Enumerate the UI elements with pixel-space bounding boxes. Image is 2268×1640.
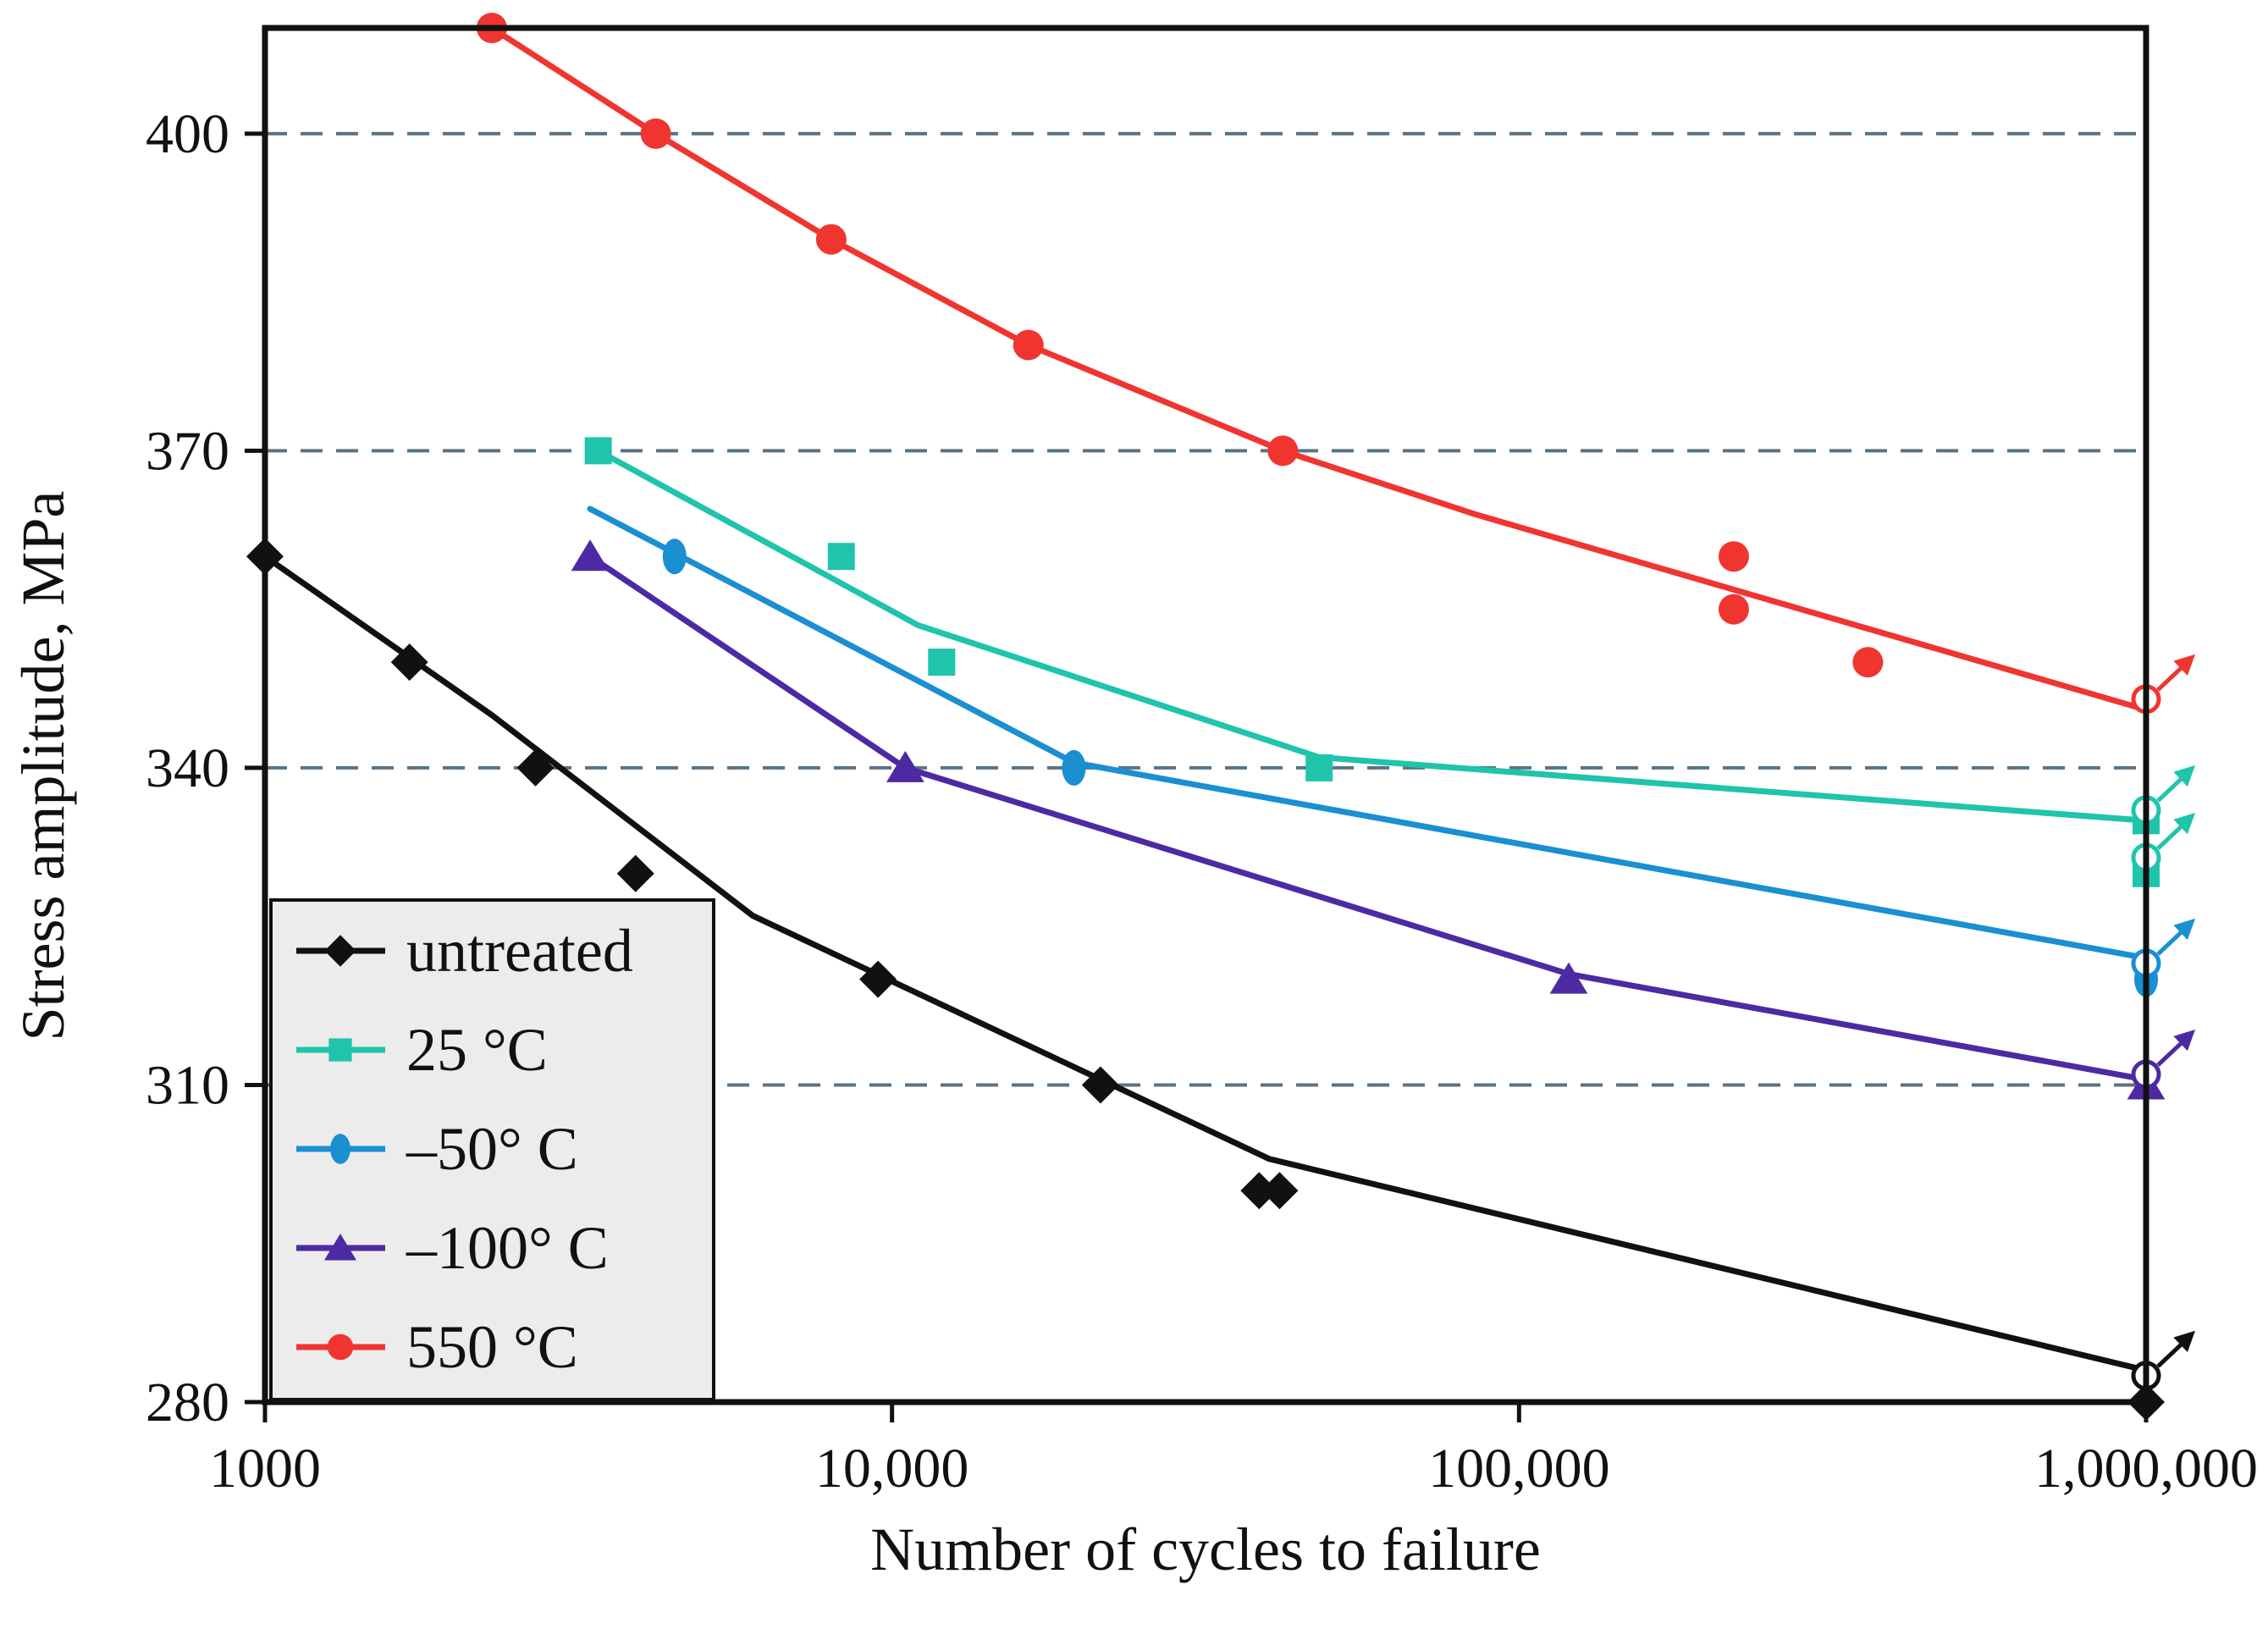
legend-marker — [327, 1334, 354, 1361]
legend-label: 550 °C — [406, 1313, 578, 1381]
gridlines — [265, 131, 2146, 1087]
legend-label: 25 °C — [406, 1016, 548, 1084]
data-point — [1718, 541, 1749, 572]
series-4 — [476, 13, 2149, 713]
arrow-head — [2173, 918, 2195, 941]
data-point — [616, 854, 654, 892]
data-point — [1081, 1066, 1119, 1104]
fit-line — [488, 25, 2149, 713]
arrow-head — [2173, 765, 2195, 787]
y-tick-label: 400 — [146, 103, 229, 165]
legend-entry: 25 °C — [296, 1016, 548, 1084]
runout-marker — [2131, 1029, 2195, 1090]
fit-line — [595, 447, 2149, 824]
data-point — [815, 224, 847, 255]
data-point — [584, 437, 612, 465]
arrow-head — [2173, 1029, 2195, 1052]
data-point — [1267, 435, 1299, 467]
legend-marker — [324, 935, 356, 967]
arrow-head — [2173, 654, 2195, 676]
data-point — [1549, 962, 1588, 994]
x-tick-label: 10,000 — [815, 1438, 969, 1499]
series-group — [246, 13, 2166, 1421]
y-tick-label: 370 — [146, 420, 229, 482]
data-point — [928, 649, 956, 676]
runout-marker — [2131, 765, 2195, 826]
data-point — [390, 643, 428, 682]
legend-label: untreated — [406, 917, 633, 985]
x-tick-label: 1000 — [209, 1438, 321, 1499]
legend-marker — [328, 1038, 352, 1062]
legend-entry: 550 °C — [296, 1313, 578, 1381]
fit-line — [587, 553, 2149, 1083]
legend-entry: –100° C — [296, 1214, 609, 1282]
arrow-head — [2173, 1330, 2195, 1353]
x-tick-label: 100,000 — [1428, 1438, 1610, 1499]
data-point — [1013, 329, 1044, 361]
y-tick-label: 340 — [146, 737, 229, 799]
runout-marker — [2131, 1330, 2195, 1391]
data-point — [662, 538, 687, 575]
data-point — [571, 539, 610, 572]
legend: untreated 25 °C –50° C –100° C 550 °C — [269, 898, 715, 1401]
data-point — [1062, 749, 1086, 786]
data-point — [1261, 1172, 1299, 1210]
legend-label: –50° C — [406, 1115, 578, 1183]
data-point — [886, 750, 924, 782]
data-point — [859, 960, 897, 998]
legend-entry: untreated — [296, 917, 633, 985]
y-tick-label: 310 — [146, 1054, 229, 1116]
axis-ticks: 1000 10,000 100,000 1,000,000 280 310 340 370 40… — [146, 103, 2258, 1499]
data-point — [1718, 594, 1749, 625]
data-point — [1852, 647, 1884, 678]
runout-marker — [2131, 654, 2195, 715]
x-tick-label: 1,000,000 — [2034, 1438, 2258, 1499]
x-axis-title: Number of cycles to failure — [870, 1516, 1541, 1583]
data-point — [1305, 754, 1333, 781]
legend-entry: –50° C — [296, 1115, 578, 1183]
data-point — [640, 118, 671, 149]
y-axis-title: Stress amplitude, MPa — [9, 491, 77, 1041]
legend-marker — [330, 1134, 350, 1164]
legend-marker — [323, 1234, 357, 1261]
y-tick-label: 280 — [146, 1372, 229, 1433]
runout-group — [2131, 654, 2195, 1391]
data-point — [516, 748, 555, 787]
data-point — [827, 543, 855, 571]
plot-frame — [262, 25, 2149, 1405]
legend-label: –100° C — [406, 1214, 609, 1282]
data-point — [1240, 1172, 1278, 1210]
runout-marker — [2131, 918, 2195, 979]
series-0 — [246, 538, 2165, 1421]
series-2 — [587, 505, 2158, 997]
arrow-head — [2173, 813, 2195, 835]
